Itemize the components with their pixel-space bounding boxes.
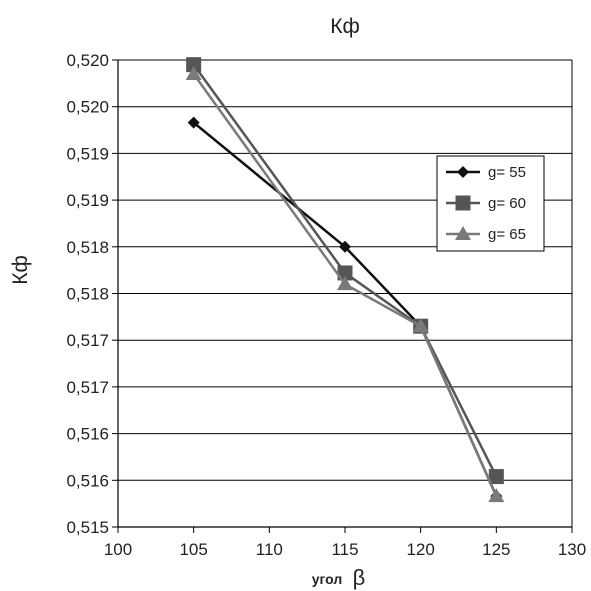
y-tick-label: 0,519 <box>66 144 109 163</box>
legend-label: g= 55 <box>488 164 526 181</box>
y-axis-title: Кф <box>9 255 32 285</box>
series-3 <box>185 66 505 503</box>
data-point <box>488 488 505 503</box>
legend-item: g= 60 <box>446 195 526 212</box>
data-point <box>337 276 353 291</box>
y-tick-label: 0,520 <box>66 98 109 117</box>
y-tick-label: 0,518 <box>66 285 109 304</box>
data-point <box>186 57 202 73</box>
y-tick-label: 0,517 <box>66 331 109 350</box>
y-tick-label: 0,519 <box>66 191 109 210</box>
x-tick-label: 110 <box>256 540 283 559</box>
data-point <box>412 318 429 333</box>
y-tick-label: 0,515 <box>66 518 109 537</box>
x-tick-label: 130 <box>558 540 586 559</box>
x-tick-label: 100 <box>104 540 132 559</box>
x-axis-symbol: β <box>353 565 366 590</box>
grid <box>118 59 573 528</box>
x-tick-label: 105 <box>179 540 207 559</box>
y-tick-label: 0,516 <box>66 471 109 490</box>
legend-marker <box>455 226 471 240</box>
data-point <box>187 116 200 129</box>
series-layer <box>185 57 505 503</box>
x-axis-title: угол <box>312 571 343 587</box>
data-point <box>337 265 353 281</box>
legend-item: g= 65 <box>446 226 526 243</box>
legend-label: g= 65 <box>488 226 526 243</box>
x-tick-label: 125 <box>482 540 510 559</box>
chart-title: Кф <box>330 15 360 38</box>
legend-label: g= 60 <box>488 195 526 212</box>
data-point <box>185 66 202 81</box>
axes: 0,515 0,516 0,516 0,517 0,517 0,518 0,518 0,519… <box>66 51 586 559</box>
y-tick-label: 0,517 <box>66 378 109 397</box>
y-tick-label: 0,520 <box>66 51 109 70</box>
legend-marker <box>455 195 471 211</box>
series-2 <box>186 57 504 485</box>
y-tick-label: 0,516 <box>66 425 109 444</box>
series-line <box>192 63 498 478</box>
series-line <box>192 73 498 497</box>
x-tick-label: 115 <box>331 540 358 559</box>
legend-marker <box>457 166 469 178</box>
y-tick-label: 0,518 <box>66 238 109 257</box>
legend-item: g= 55 <box>446 164 526 181</box>
x-tick-label: 120 <box>406 540 434 559</box>
data-point <box>488 469 504 485</box>
legend: g= 55 g= 60 g= 65 <box>436 155 545 252</box>
data-point <box>339 240 351 253</box>
